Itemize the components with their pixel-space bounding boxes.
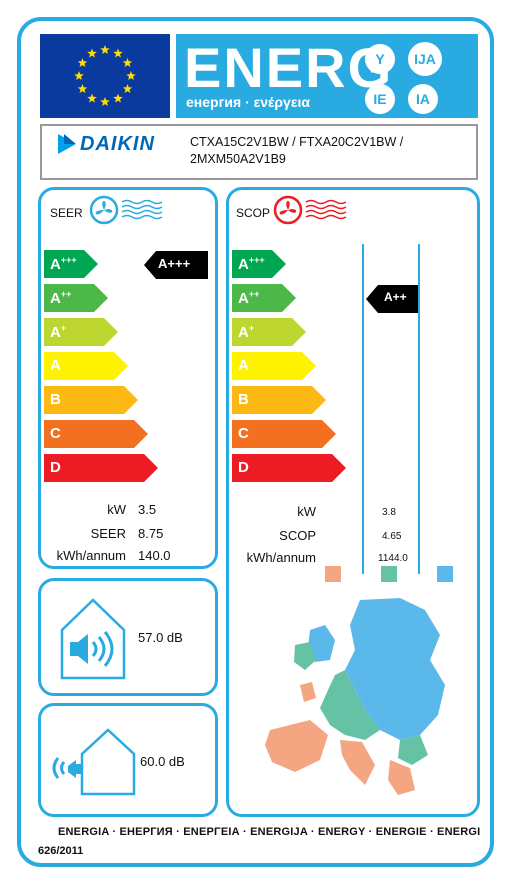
model-numbers: CTXA15C2V1BW / FTXA20C2V1BW / 2MXM50A2V1… [190,134,475,168]
footer-languages: ENERGIA · ЕНЕРГИЯ · ΕΝΕΡΓΕΙΑ · ENERGIJA … [58,826,481,838]
eu-star [87,93,97,103]
outdoor-noise-value: 60.0 dB [140,754,185,769]
seer-panel [38,187,218,569]
energy-class-arrow [232,454,346,482]
energy-class-arrow [44,454,158,482]
scop-row-value: 4.65 [382,531,402,542]
seer-row-value: 8.75 [138,526,164,541]
seer-row-value: 3.5 [138,502,157,517]
energy-class-arrow [44,318,118,346]
scop-row-value: 1144.0 [378,553,408,564]
energy-class-arrow [44,352,128,380]
eu-star [122,84,133,93]
zone-divider [418,244,420,574]
energy-class-arrow [232,386,326,414]
scop-row-label: kW [297,504,316,519]
lang-code: IA [408,84,438,114]
scop-class-scale [232,250,346,482]
scop-row-label: SCOP [279,528,316,543]
scop-rating-marker [366,285,418,318]
energy-class-arrow [44,386,138,414]
europe-climate-map [265,598,445,795]
heating-fan-icon [272,194,352,231]
lang-code: IE [365,84,395,114]
eu-star [100,97,110,106]
model-line: CTXA15C2V1BW / FTXA20C2V1BW / [190,135,404,149]
brand-name: DAIKIN [80,133,155,155]
energy-class-arrow [232,284,296,312]
seer-class-scale [44,250,158,482]
energy-word: ENERG [184,36,394,99]
eu-star [126,71,136,80]
energy-subtitle: енергия · ενέργεια [186,94,310,110]
energy-class-label: A++ [50,289,72,307]
regulation-number: 626/2011 [38,845,84,857]
lang-code: Y [365,44,395,74]
scop-panel [226,187,480,817]
energy-class-arrow [44,420,148,448]
energy-class-label: A+ [238,323,255,341]
energy-class-label: C [50,425,61,442]
eu-star [87,48,97,58]
seer-rating-marker [144,251,208,284]
energy-class-label: D [50,459,61,476]
scop-row-label: kWh/annum [246,550,316,565]
scop-title: SCOP [236,206,271,220]
eu-star [100,45,110,54]
zone-swatch-average [381,566,397,582]
supplier-row [40,124,478,180]
energy-class-label: A+++ [238,255,265,273]
energy-class-arrow [232,250,286,278]
scop-rating-label: A++ [384,290,407,304]
energy-class-arrow [44,250,98,278]
eu-star [113,93,123,103]
energy-class-arrow [44,284,108,312]
outdoor-speaker-icon [46,724,141,803]
zone-divider [362,244,364,574]
lang-code: IJA [408,42,442,76]
energy-class-arrow [232,352,316,380]
daikin-logo [58,132,178,161]
energy-class-label: A [50,357,61,374]
eu-stars-icon [74,45,136,106]
seer-row-value: 140.0 [138,548,171,563]
energy-class-label: A+++ [50,255,77,273]
energy-class-arrow [232,420,336,448]
eu-star [77,84,88,93]
indoor-speaker-icon [58,596,128,685]
outdoor-noise-panel [38,703,218,817]
energy-class-label: B [238,391,249,408]
energy-class-label: B [50,391,61,408]
eu-star [113,48,123,58]
energy-class-arrow [232,318,306,346]
energy-class-label: D [238,459,249,476]
seer-row-label: kW [107,502,126,517]
seer-row-label: kWh/annum [56,548,126,563]
indoor-noise-panel [38,578,218,696]
seer-row-label: SEER [90,526,126,541]
energy-class-label: C [238,425,249,442]
scop-row-value: 3.8 [382,507,396,518]
eu-star [122,58,133,67]
energy-class-label: A [238,357,249,374]
zone-swatch-colder [437,566,453,582]
model-line: 2MXM50A2V1B9 [190,152,286,166]
daikin-logo-icon [58,134,76,154]
zone-swatch-warmer [325,566,341,582]
indoor-noise-value: 57.0 dB [138,630,183,645]
seer-title: SEER [50,206,83,220]
energy-class-label: A+ [50,323,67,341]
eu-flag [40,34,170,118]
cooling-fan-icon [88,194,168,231]
label-frame [17,17,494,867]
eu-star [77,58,88,67]
energy-class-label: A++ [238,289,260,307]
seer-rating-label: A+++ [158,256,191,271]
eu-star [74,71,84,80]
